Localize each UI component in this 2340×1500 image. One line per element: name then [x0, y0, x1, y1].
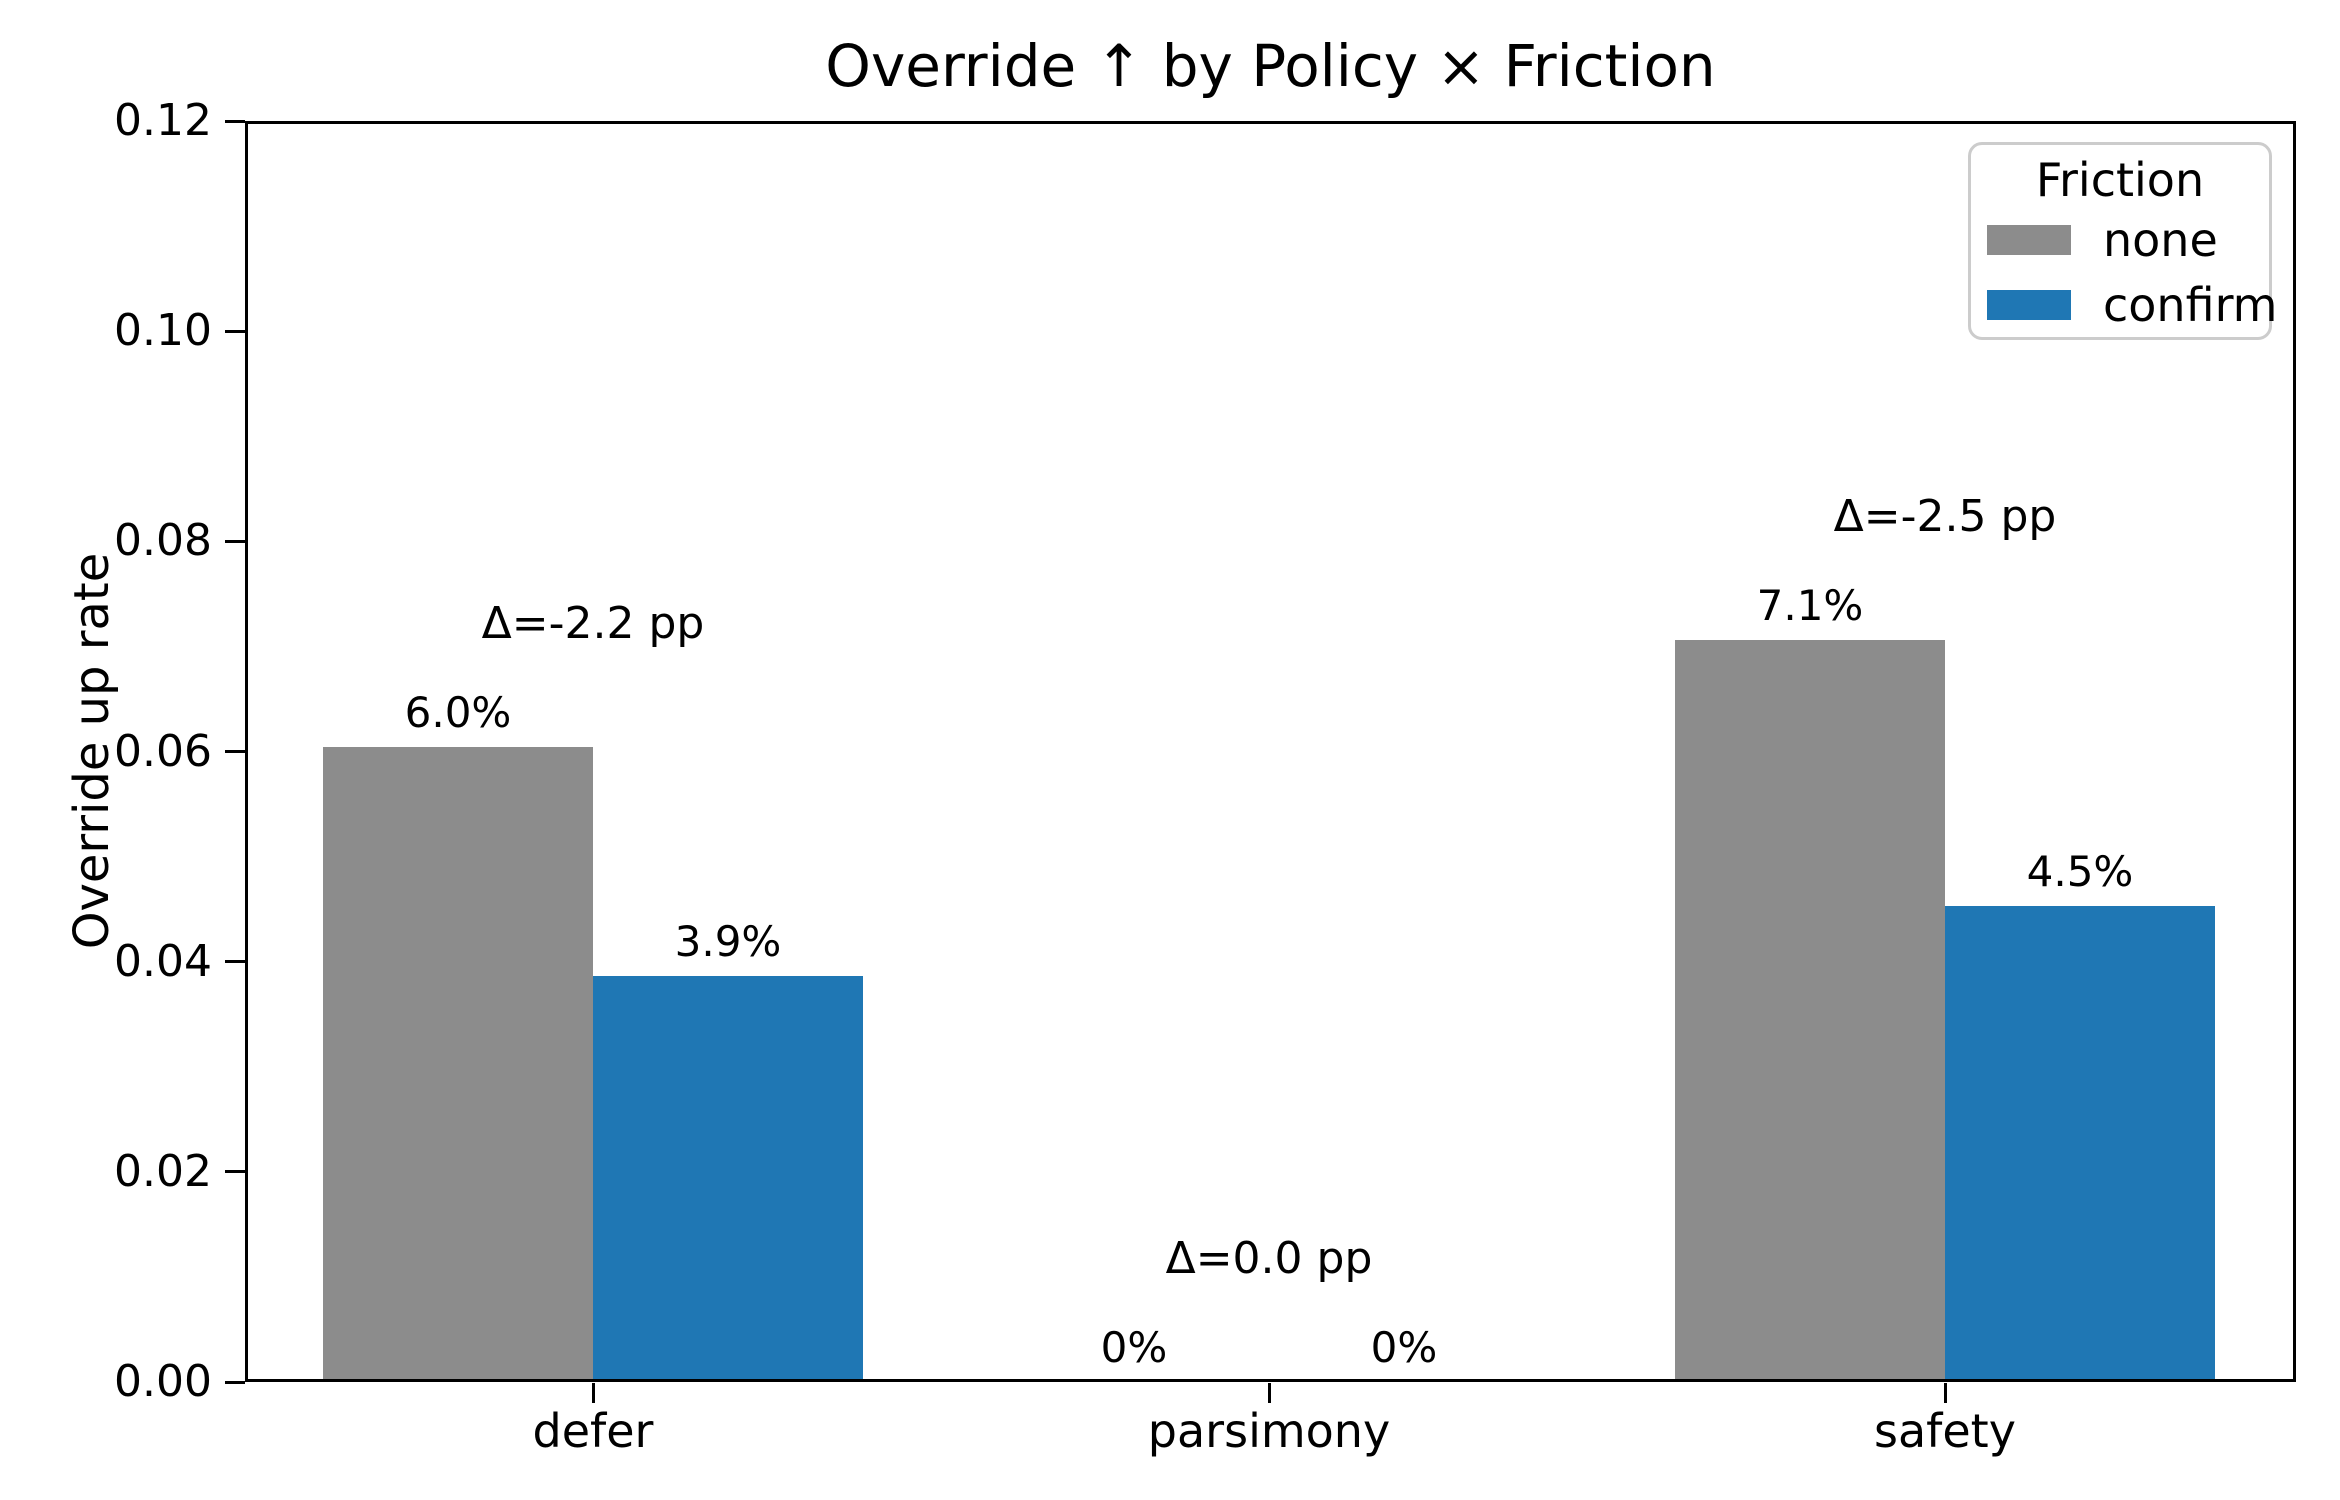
value-label-none-parsimony: 0%	[1100, 1323, 1168, 1372]
bar-none-defer	[323, 747, 593, 1382]
y-tick-mark	[225, 1380, 245, 1384]
x-tick-mark	[1267, 1383, 1271, 1403]
legend-label-none: none	[2103, 213, 2218, 267]
y-tick-mark	[225, 1170, 245, 1174]
x-tick-label-defer: defer	[532, 1404, 654, 1458]
legend-title: Friction	[2035, 153, 2205, 207]
x-tick-label-safety: safety	[1874, 1404, 2016, 1458]
y-tick-mark	[225, 750, 245, 753]
bar-confirm-defer	[593, 976, 863, 1382]
value-label-confirm-parsimony: 0%	[1370, 1323, 1438, 1372]
y-tick-mark	[225, 960, 245, 964]
legend-swatch-confirm	[1987, 290, 2071, 320]
y-tick-label: 0.04	[114, 935, 212, 987]
y-tick-label: 0.10	[114, 305, 212, 357]
y-tick-label: 0.06	[114, 725, 212, 777]
x-tick-mark	[591, 1383, 595, 1403]
legend-swatch-none	[1987, 225, 2071, 255]
y-tick-label: 0.02	[114, 1145, 212, 1197]
chart-title: Override ↑ by Policy × Friction	[825, 32, 1716, 100]
bar-none-safety	[1675, 640, 1945, 1382]
y-tick-label: 0.08	[114, 515, 212, 567]
x-tick-label-parsimony: parsimony	[1147, 1404, 1391, 1458]
delta-annotation-safety: Δ=-2.5 pp	[1833, 491, 2057, 543]
y-tick-mark	[225, 119, 245, 123]
value-label-confirm-safety: 4.5%	[2026, 846, 2134, 896]
y-tick-mark	[225, 539, 245, 543]
legend-label-confirm: confirm	[2103, 278, 2278, 332]
y-tick-mark	[225, 329, 245, 333]
value-label-none-defer: 6.0%	[404, 688, 512, 738]
value-label-none-safety: 7.1%	[1756, 581, 1864, 631]
value-label-confirm-defer: 3.9%	[674, 917, 782, 967]
x-tick-mark	[1943, 1383, 1947, 1403]
delta-annotation-defer: Δ=-2.2 pp	[481, 598, 705, 650]
bar-confirm-safety	[1945, 905, 2215, 1382]
y-tick-label: 0.00	[114, 1356, 212, 1407]
delta-annotation-parsimony: Δ=0.0 pp	[1165, 1233, 1373, 1284]
y-tick-label: 0.12	[114, 95, 212, 146]
legend: Friction none confirm	[1968, 142, 2277, 340]
